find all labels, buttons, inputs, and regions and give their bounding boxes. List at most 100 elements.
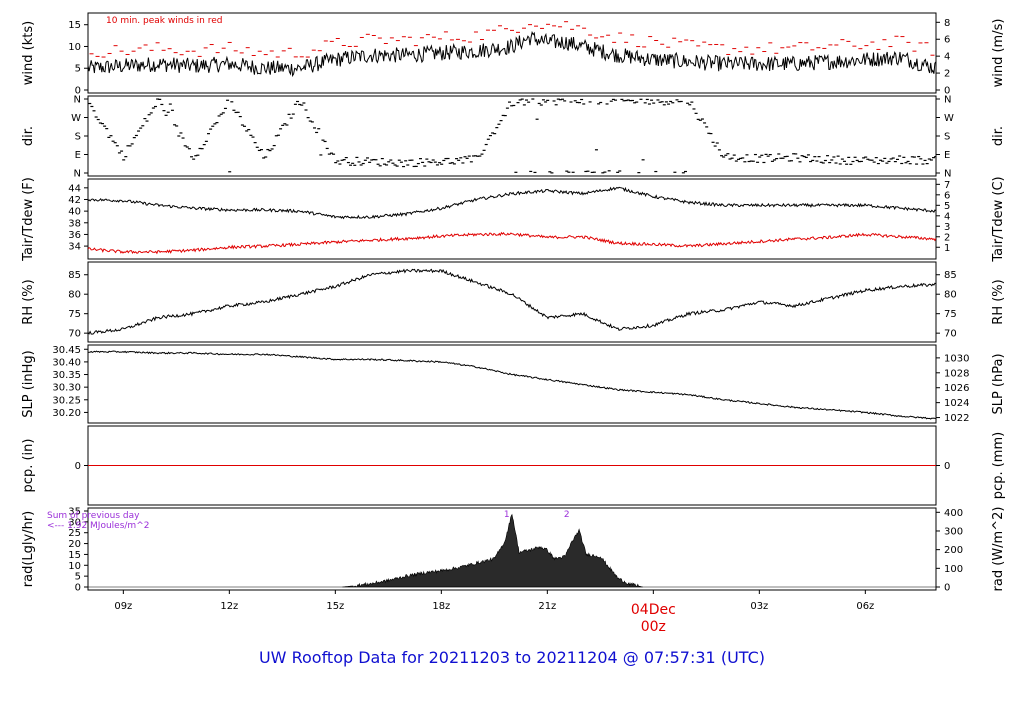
rh-ylabel-left: RH (%) bbox=[21, 279, 36, 324]
rad-ytick-label-left: 20 bbox=[68, 539, 81, 550]
rad-ytick-label-left: 10 bbox=[68, 561, 81, 572]
temp-ytick-label-right: 7 bbox=[944, 180, 950, 191]
wind-ytick-label-right: 8 bbox=[944, 18, 950, 29]
slp-ytick-label-right: 1024 bbox=[944, 398, 969, 409]
temp-ytick-label-right: 6 bbox=[944, 190, 950, 201]
temp-series-1 bbox=[88, 231, 936, 255]
temp-ytick-label-left: 38 bbox=[68, 218, 81, 229]
slp-ytick-label-right: 1028 bbox=[944, 368, 969, 379]
panel-rh: RH (%) RH (%) 70 75 80 85 70 75 80 85 bbox=[21, 261, 1006, 343]
wind-series-0 bbox=[88, 30, 936, 78]
x-date-sublabel: 00z bbox=[641, 619, 666, 635]
dir-ytick-label-left: W bbox=[71, 113, 81, 124]
rad-frame bbox=[87, 507, 937, 591]
rh-ytick-label-right: 85 bbox=[944, 270, 957, 281]
slp-ytick-label-right: 1030 bbox=[944, 353, 969, 364]
slp-ytick-label-left: 30.20 bbox=[52, 408, 81, 419]
temp-ytick-label-left: 40 bbox=[68, 207, 81, 218]
rad-peak-label: 2 bbox=[564, 510, 570, 520]
x-tick-label: 12z bbox=[220, 601, 238, 612]
panel-wind: wind (kts) wind (m/s) 0 5 10 15 0 2 4 6 8 10 min. p… bbox=[21, 12, 1006, 97]
slp-ytick-label-left: 30.45 bbox=[52, 345, 81, 356]
rh-ytick-label-right: 70 bbox=[944, 329, 957, 340]
rh-series-0 bbox=[88, 268, 936, 335]
rh-ytick-label-left: 80 bbox=[68, 290, 81, 301]
wind-ytick-label-right: 6 bbox=[944, 35, 950, 46]
wind-ytick-label-left: 10 bbox=[68, 42, 81, 53]
slp-ytick-label-left: 30.40 bbox=[52, 357, 81, 368]
rad-ytick-label-left: 30 bbox=[68, 517, 81, 528]
temp-series-group bbox=[88, 186, 936, 255]
dir-ytick-label-left: N bbox=[74, 95, 81, 106]
rh-ytick-label-right: 80 bbox=[944, 290, 957, 301]
x-tick-label: 06z bbox=[856, 601, 874, 612]
rad-ytick-label-right: 0 bbox=[944, 583, 950, 594]
dir-ytick-label-right: N bbox=[944, 95, 951, 106]
rh-frame bbox=[87, 261, 937, 343]
rh-ytick-label-left: 85 bbox=[68, 270, 81, 281]
dir-ytick-label-right: E bbox=[944, 150, 950, 161]
temp-ytick-label-left: 44 bbox=[68, 183, 81, 194]
temp-ylabel-right: Tair/Tdew (C) bbox=[991, 176, 1006, 262]
rad-ytick-label-right: 300 bbox=[944, 526, 963, 537]
rh-series-group bbox=[88, 268, 936, 335]
rad-ytick-label-right: 100 bbox=[944, 564, 963, 575]
slp-ytick-label-right: 1022 bbox=[944, 413, 969, 424]
rad-ylabel-left: rad(Lgly/hr) bbox=[21, 511, 36, 587]
rad-ytick-label-left: 15 bbox=[68, 550, 81, 561]
rad-ytick-label-left: 0 bbox=[75, 583, 81, 594]
wind-ylabel-left: wind (kts) bbox=[21, 21, 36, 85]
temp-ytick-label-left: 42 bbox=[68, 195, 81, 206]
rad-ytick-label-left: 35 bbox=[68, 507, 81, 518]
dir-frame bbox=[87, 95, 937, 177]
temp-ytick-label-left: 34 bbox=[68, 242, 81, 253]
rh-ytick-label-right: 75 bbox=[944, 309, 957, 320]
slp-ytick-label-left: 30.30 bbox=[52, 383, 81, 394]
temp-ytick-label-right: 5 bbox=[944, 201, 950, 212]
rad-annotation-line: Sum of previous day bbox=[47, 511, 140, 521]
slp-ytick-label-left: 30.35 bbox=[52, 370, 81, 381]
x-tick-label: 21z bbox=[538, 601, 556, 612]
temp-series-0 bbox=[88, 186, 936, 220]
dir-ytick-label-right: W bbox=[944, 113, 954, 124]
page-title: UW Rooftop Data for 20211203 to 20211204… bbox=[258, 648, 766, 667]
temp-frame bbox=[87, 178, 937, 260]
rad-ytick-label-right: 200 bbox=[944, 545, 963, 556]
dir-ylabel-right: dir. bbox=[991, 126, 1006, 146]
rad-peak-label: 1 bbox=[504, 510, 510, 520]
wind-annotation: 10 min. peak winds in red bbox=[106, 16, 223, 26]
dir-ytick-label-right: S bbox=[944, 132, 950, 143]
temp-ytick-label-right: 2 bbox=[944, 232, 950, 243]
slp-series-0 bbox=[88, 350, 936, 420]
temp-ytick-label-left: 36 bbox=[68, 230, 81, 241]
x-tick-label: 15z bbox=[326, 601, 344, 612]
pcp-ytick-label-left: 0 bbox=[75, 461, 81, 472]
rad-series-group bbox=[88, 513, 936, 588]
dir-ytick-label-left: E bbox=[75, 150, 81, 161]
slp-ylabel-right: SLP (hPa) bbox=[991, 353, 1006, 414]
dir-ylabel-left: dir. bbox=[21, 126, 36, 146]
rh-ytick-label-left: 75 bbox=[68, 309, 81, 320]
rad-annotation-line: <--- 1.92 MJoules/m^2 bbox=[47, 521, 149, 531]
rad-area bbox=[342, 513, 643, 588]
rad-ylabel-right: rad (W/m^2) bbox=[991, 507, 1006, 592]
slp-ytick-label-right: 1026 bbox=[944, 383, 969, 394]
slp-ylabel-left: SLP (inHg) bbox=[21, 350, 36, 418]
wind-ylabel-right: wind (m/s) bbox=[991, 19, 1006, 88]
slp-frame bbox=[87, 344, 937, 424]
wind-ytick-label-right: 2 bbox=[944, 69, 950, 80]
temp-ylabel-left: Tair/Tdew (F) bbox=[21, 177, 36, 262]
dir-ytick-label-right: N bbox=[944, 169, 951, 180]
wind-ytick-label-right: 0 bbox=[944, 86, 950, 97]
pcp-ylabel-left: pcp. (in) bbox=[21, 439, 36, 493]
temp-ytick-label-right: 4 bbox=[944, 211, 950, 222]
panel-temp: Tair/Tdew (F) Tair/Tdew (C)34363840424412… bbox=[21, 176, 1006, 262]
panel-rad: rad(Lgly/hr) rad (W/m^2)05101520253035010… bbox=[21, 507, 1006, 594]
rh-ylabel-right: RH (%) bbox=[991, 279, 1006, 324]
x-tick-label: 09z bbox=[114, 601, 132, 612]
wind-ytick-label-left: 5 bbox=[75, 64, 81, 75]
wind-ytick-label-right: 4 bbox=[944, 52, 950, 63]
